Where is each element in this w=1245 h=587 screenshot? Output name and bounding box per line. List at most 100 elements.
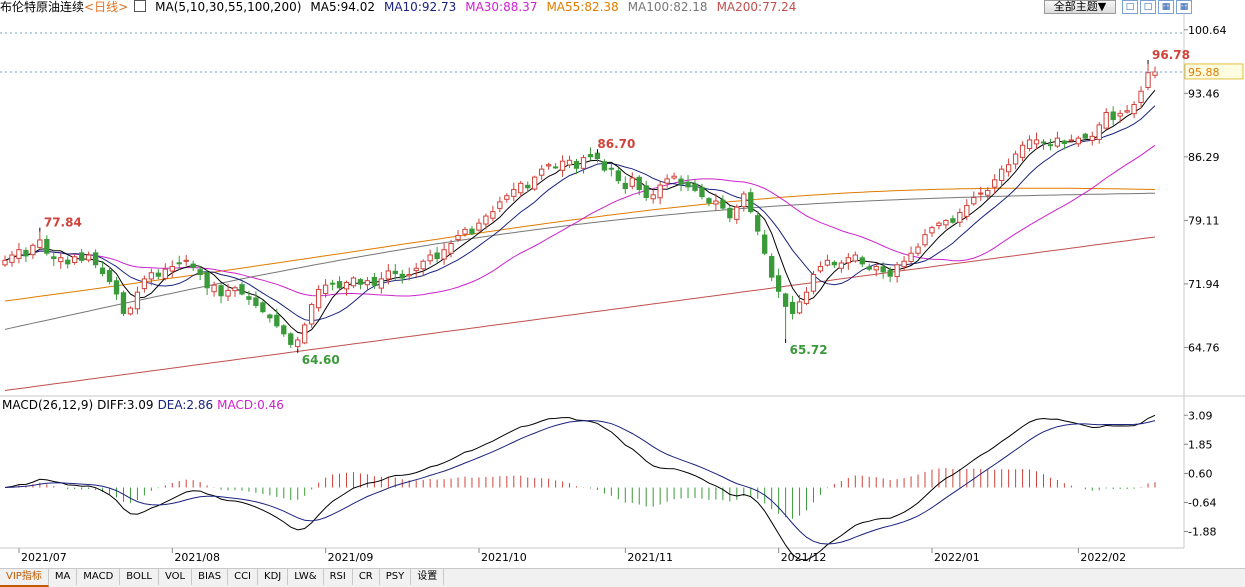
candle	[51, 249, 57, 266]
candle-body	[650, 194, 656, 200]
tab-rsi[interactable]: RSI	[324, 569, 353, 585]
candle	[44, 235, 50, 256]
candle	[85, 251, 92, 263]
candle	[866, 263, 872, 272]
tab-settings[interactable]: 设置	[411, 569, 445, 585]
annotation-label: 77.84	[44, 216, 82, 230]
candle	[587, 147, 594, 161]
candle-body	[148, 272, 155, 280]
settings-icon[interactable]: ▦	[1176, 0, 1192, 14]
candle	[127, 306, 134, 316]
theme-selector-button[interactable]: 全部主题▼	[1044, 0, 1116, 14]
date-axis: 2021/07 2021/08 2021/09 2021/10 2021/11 2021/…	[18, 548, 1126, 564]
candle-body	[364, 280, 371, 286]
chart-header: 布伦特原油连续<日线> MA(5,10,30,55,100,200) MA5:94.…	[0, 0, 1040, 16]
candle	[427, 249, 433, 265]
candle	[845, 253, 851, 270]
annotation-label: 96.78	[1152, 48, 1190, 62]
tab-macd[interactable]: MACD	[77, 569, 121, 585]
candle-body	[274, 314, 280, 327]
candle-body	[476, 222, 482, 231]
current-price-label: 95.88	[1188, 66, 1220, 79]
candle	[1047, 138, 1054, 151]
tab-vol[interactable]: VOL	[159, 569, 193, 585]
candle-body	[190, 263, 196, 268]
tab-vip[interactable]: VIP指标	[0, 569, 49, 587]
candles	[2, 63, 1158, 349]
candle	[622, 176, 628, 194]
macd-tick-label: 3.09	[1188, 409, 1213, 422]
instrument-name: 布伦特原油连续	[0, 0, 85, 14]
candle-body	[16, 249, 22, 259]
candle-body	[950, 218, 956, 223]
ma-settings-icon[interactable]	[134, 0, 147, 12]
candle	[364, 277, 371, 290]
candle	[99, 261, 106, 277]
candle-body	[441, 249, 447, 260]
candle-body	[211, 284, 217, 293]
tab-kdj[interactable]: KDJ	[258, 569, 289, 585]
candle	[573, 158, 580, 175]
candle	[37, 231, 43, 250]
tab-lwr[interactable]: LW&	[288, 569, 324, 585]
candle	[775, 268, 782, 299]
candle	[441, 242, 447, 265]
candle-body	[734, 206, 740, 220]
candle	[748, 188, 754, 214]
tab-ma[interactable]: MA	[49, 569, 78, 585]
candle	[343, 280, 350, 296]
candle	[817, 261, 824, 274]
tab-cci[interactable]: CCI	[228, 569, 259, 585]
period-selector[interactable]: <日线>	[84, 0, 129, 14]
candle	[894, 261, 900, 283]
candle-body	[782, 293, 789, 307]
tab-bias[interactable]: BIAS	[192, 569, 229, 585]
candle-body	[483, 215, 489, 225]
candle-body	[692, 183, 698, 191]
candle-body	[901, 260, 907, 268]
candle-body	[350, 277, 357, 287]
candle-body	[448, 243, 454, 254]
candle	[796, 294, 803, 315]
candle	[225, 283, 231, 302]
candle	[322, 279, 329, 298]
candle-body	[1145, 72, 1151, 89]
candle-body	[532, 176, 538, 190]
candle-body	[183, 259, 189, 262]
candle	[741, 191, 747, 212]
candle-body	[51, 256, 57, 260]
candle-body	[978, 192, 984, 195]
candle-body	[197, 269, 203, 275]
candle	[148, 268, 155, 286]
candle-body	[894, 264, 900, 278]
candle-body	[162, 268, 168, 279]
candle	[392, 263, 398, 281]
candle-body	[831, 261, 838, 266]
candle-body	[964, 204, 970, 217]
candle	[309, 302, 315, 328]
tab-boll[interactable]: BOLL	[120, 569, 159, 585]
zoom-out-icon[interactable]: □	[1140, 0, 1156, 14]
candle-body	[985, 189, 991, 196]
tab-cr[interactable]: CR	[353, 569, 380, 585]
candle	[120, 290, 127, 317]
candle	[580, 154, 587, 174]
candle-body	[455, 235, 461, 241]
candle	[204, 269, 210, 296]
candle	[16, 242, 22, 264]
candle-body	[880, 266, 886, 273]
tab-psy[interactable]: PSY	[380, 569, 412, 585]
date-tick-label: 2021/07	[21, 551, 67, 564]
candle-body	[99, 267, 106, 275]
macd-params: MACD(26,12,9)	[2, 398, 94, 412]
candle	[504, 193, 510, 203]
candle	[378, 272, 385, 294]
layout-icon[interactable]: ▦	[1158, 0, 1174, 14]
candle-body	[511, 189, 517, 197]
candle-body	[699, 186, 705, 198]
candle-body	[127, 307, 134, 315]
price-tick-label: 86.29	[1188, 151, 1220, 164]
zoom-in-icon[interactable]: □	[1122, 0, 1138, 14]
candle	[810, 270, 817, 295]
